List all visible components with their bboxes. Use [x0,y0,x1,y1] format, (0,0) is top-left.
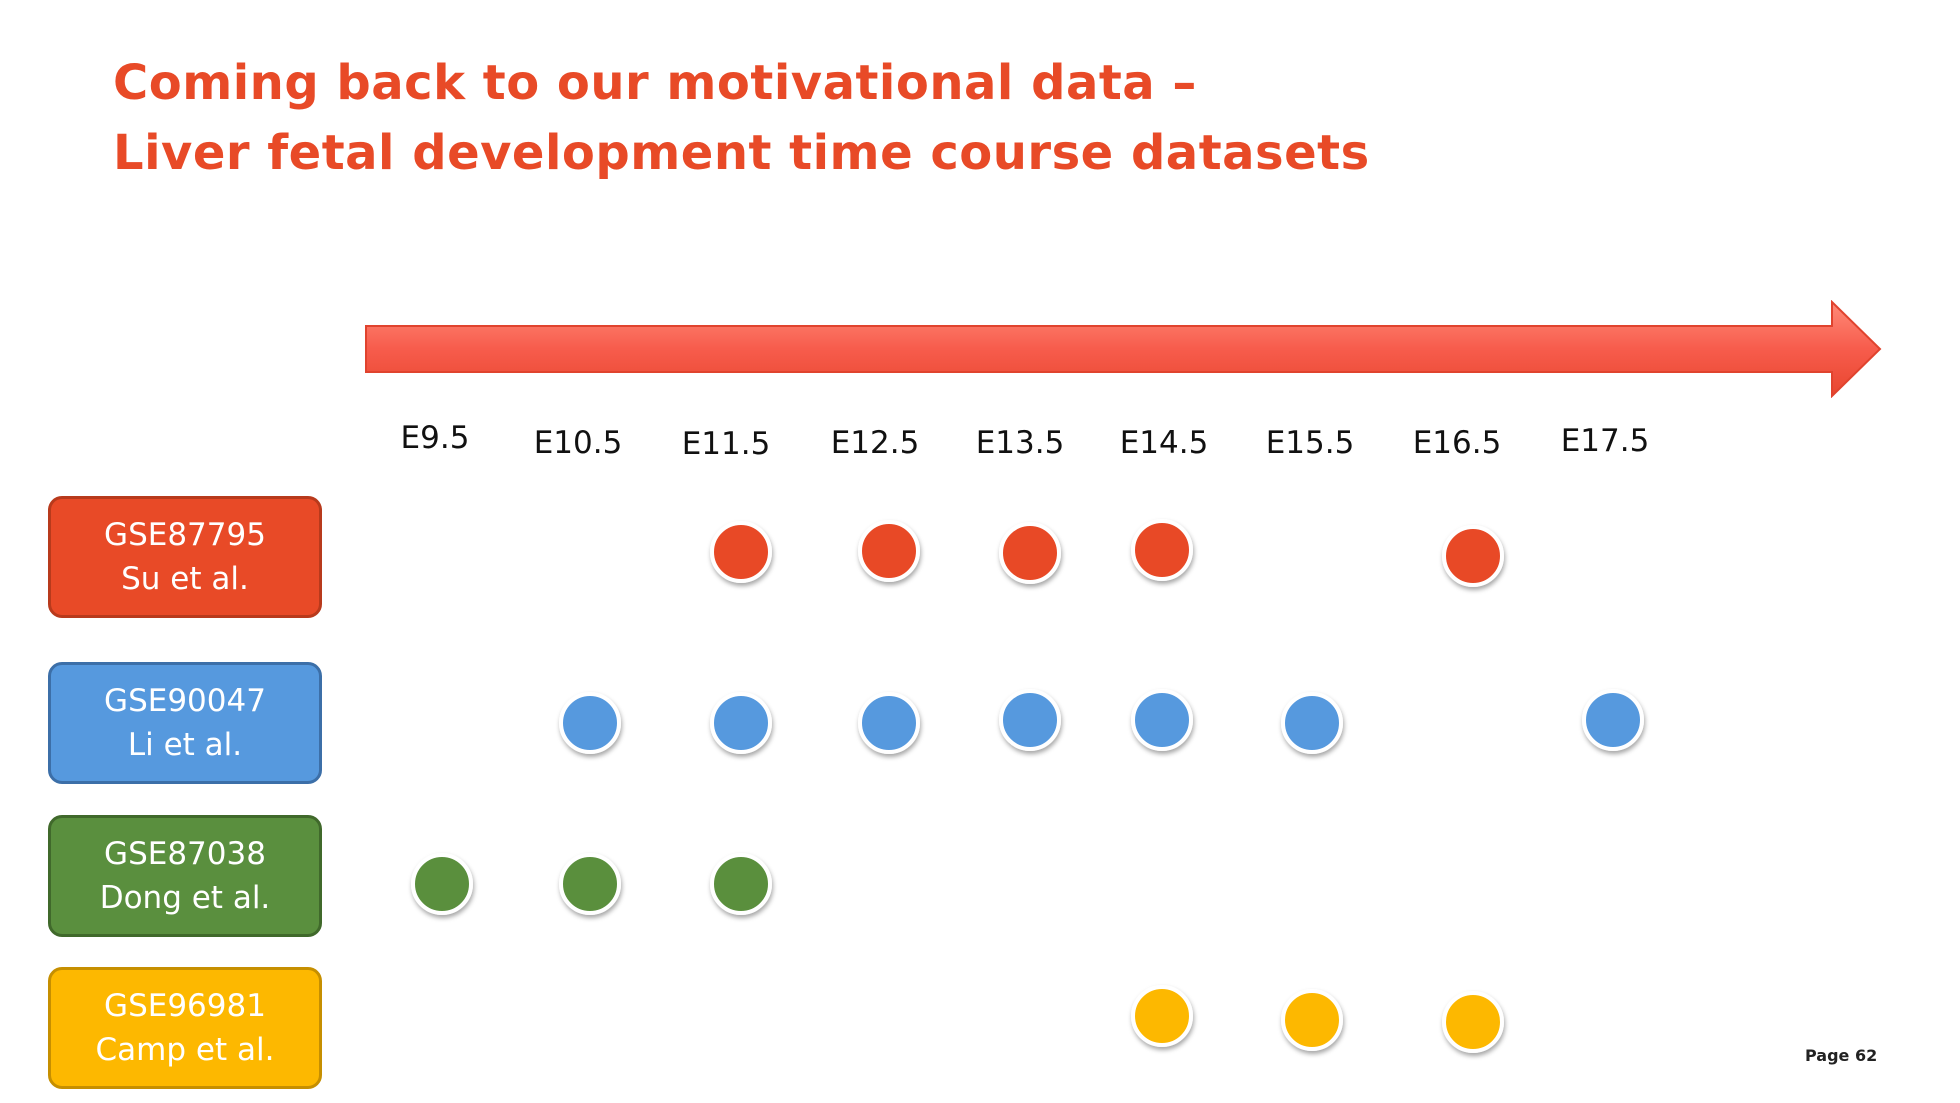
time-tick-label: E11.5 [681,426,771,462]
slide-title: Coming back to our motivational data – L… [113,48,1370,188]
time-tick-label: E16.5 [1412,425,1502,461]
sample-dot-gse87038-e11-5 [710,853,772,915]
dataset-label-gse90047: GSE90047 Li et al. [48,662,322,784]
sample-dot-gse87038-e9-5 [411,853,473,915]
sample-dot-gse90047-e15-5 [1281,692,1343,754]
timeline-arrow-shape [365,300,1882,398]
dataset-id: GSE96981 [104,988,266,1024]
dataset-label-gse87795: GSE87795 Su et al. [48,496,322,618]
sample-dot-gse87795-e14-5 [1131,519,1193,581]
dataset-id: GSE90047 [104,683,266,719]
sample-dot-gse90047-e11-5 [710,692,772,754]
dataset-authors: Li et al. [127,727,243,763]
title-line-2: Liver fetal development time course data… [113,125,1370,181]
sample-dot-gse87795-e13-5 [999,522,1061,584]
timeline-arrow [365,300,1882,398]
time-tick-label: E12.5 [830,425,920,461]
dataset-authors: Dong et al. [99,880,271,916]
time-tick-label: E9.5 [400,420,470,456]
sample-dot-gse87038-e10-5 [559,853,621,915]
dataset-label-gse96981: GSE96981 Camp et al. [48,967,322,1089]
sample-dot-gse90047-e10-5 [559,692,621,754]
time-tick-label: E14.5 [1119,425,1209,461]
sample-dot-gse90047-e14-5 [1131,689,1193,751]
title-line-1: Coming back to our motivational data – [113,55,1197,111]
sample-dot-gse96981-e14-5 [1131,985,1193,1047]
sample-dot-gse87795-e11-5 [710,521,772,583]
sample-dot-gse90047-e17-5 [1582,689,1644,751]
sample-dot-gse96981-e16-5 [1442,991,1504,1053]
dataset-id: GSE87795 [104,517,266,553]
dataset-id: GSE87038 [104,836,266,872]
time-tick-label: E17.5 [1560,423,1650,459]
dataset-label-gse87038: GSE87038 Dong et al. [48,815,322,937]
sample-dot-gse87795-e16-5 [1442,525,1504,587]
page-number: Page 62 [1805,1046,1878,1065]
sample-dot-gse90047-e13-5 [999,689,1061,751]
sample-dot-gse90047-e12-5 [858,692,920,754]
sample-dot-gse96981-e15-5 [1281,989,1343,1051]
dataset-authors: Su et al. [121,561,249,597]
sample-dot-gse87795-e12-5 [858,520,920,582]
dataset-authors: Camp et al. [95,1032,275,1068]
time-tick-label: E10.5 [533,425,623,461]
time-tick-label: E15.5 [1265,425,1355,461]
time-tick-label: E13.5 [975,425,1065,461]
